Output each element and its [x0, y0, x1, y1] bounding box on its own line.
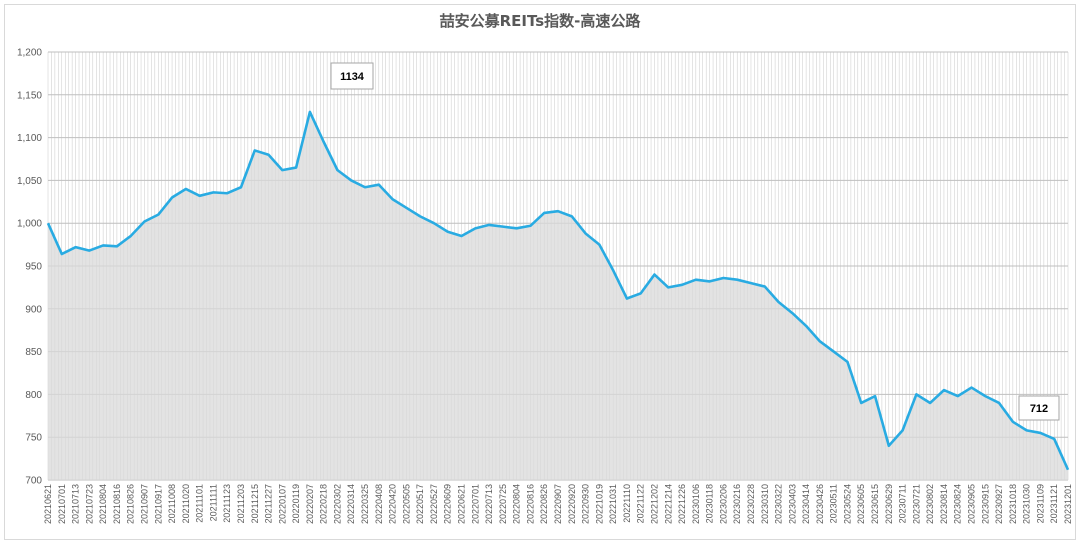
x-tick-label: 20220325 — [360, 484, 370, 524]
x-tick-label: 20230206 — [718, 484, 728, 524]
x-tick-label: 20230927 — [994, 484, 1004, 524]
x-tick-label: 20220107 — [277, 484, 287, 524]
x-tick-label: 20230524 — [842, 484, 852, 524]
x-tick-label: 20230511 — [829, 484, 839, 523]
x-tick-label: 20231201 — [1063, 484, 1073, 524]
x-tick-label: 20220207 — [305, 484, 315, 524]
x-tick-label: 20231030 — [1022, 484, 1032, 524]
series-area — [48, 111, 1068, 481]
x-tick-label: 20220527 — [429, 484, 439, 524]
x-tick-label: 20230310 — [760, 484, 770, 524]
x-tick-label: 20221110 — [622, 484, 632, 523]
x-tick-label: 20210701 — [57, 484, 67, 524]
x-tick-label: 20220218 — [319, 484, 329, 524]
series-area-layer — [48, 111, 1068, 481]
x-tick-label: 20230629 — [884, 484, 894, 524]
series-line-layer — [46, 110, 1070, 471]
x-tick-label: 20220505 — [401, 484, 411, 524]
x-tick-label: 20230605 — [856, 484, 866, 524]
y-tick-label: 1,000 — [17, 219, 42, 230]
x-tick-label: 20220816 — [525, 484, 535, 524]
x-tick-label: 20230905 — [967, 484, 977, 524]
x-tick-label: 20220517 — [415, 484, 425, 524]
callout-box — [1018, 395, 1060, 421]
x-tick-label: 20220725 — [498, 484, 508, 524]
x-tick-label: 20220119 — [291, 484, 301, 523]
x-tick-label: 20211008 — [167, 484, 177, 523]
x-tick-label: 20220314 — [346, 484, 356, 524]
x-tick-label: 20230228 — [746, 484, 756, 524]
x-tick-label: 20221019 — [594, 484, 604, 524]
x-tick-label: 20230106 — [691, 484, 701, 524]
y-tick-label: 800 — [25, 390, 42, 401]
x-tick-label: 20211020 — [181, 484, 191, 523]
x-tick-label: 20210826 — [126, 484, 136, 524]
x-tick-label: 20231121 — [1049, 484, 1059, 523]
x-tick-label: 20221202 — [649, 484, 659, 524]
x-tick-label: 20211215 — [250, 484, 260, 523]
x-tick-label: 20221031 — [608, 484, 618, 524]
x-tick-label: 20220621 — [457, 484, 467, 524]
x-tick-label: 20220920 — [567, 484, 577, 524]
callout-box — [330, 62, 374, 90]
x-tick-label: 20220930 — [581, 484, 591, 524]
x-axis-tick-labels: 20210621 20210701 20210713 20210723 20210804… — [43, 484, 1073, 524]
y-tick-label: 1,200 — [17, 48, 42, 59]
callout-label: 1134 — [340, 71, 365, 83]
x-tick-label: 20211227 — [264, 484, 274, 523]
x-tick-label: 20220826 — [539, 484, 549, 524]
x-tick-label: 20210804 — [98, 484, 108, 524]
data-callouts: 1134 712 — [330, 62, 1060, 421]
x-tick-label: 20220609 — [443, 484, 453, 524]
x-tick-label: 20230403 — [787, 484, 797, 524]
y-axis-tick-labels: 700 750 800 850 900 950 1,000 1,050 1,100 1,150 1,… — [17, 48, 42, 487]
x-tick-label: 20210907 — [139, 484, 149, 524]
x-tick-label: 20230615 — [870, 484, 880, 524]
y-tick-label: 950 — [25, 262, 42, 273]
y-tick-label: 850 — [25, 347, 42, 358]
x-tick-label: 20230802 — [925, 484, 935, 524]
callout-label: 712 — [1030, 403, 1048, 415]
x-tick-label: 20230814 — [939, 484, 949, 524]
x-tick-label: 20230118 — [705, 484, 715, 523]
x-tick-label: 20220804 — [512, 484, 522, 524]
x-tick-label: 20210917 — [153, 484, 163, 524]
x-tick-label: 20230414 — [801, 484, 811, 524]
x-tick-label: 20220408 — [374, 484, 384, 524]
series-line — [46, 110, 1070, 471]
x-tick-label: 20221122 — [636, 484, 646, 523]
x-tick-label: 20221214 — [663, 484, 673, 524]
y-tick-label: 700 — [25, 476, 42, 487]
x-tick-label: 20211111 — [208, 484, 218, 521]
x-tick-label: 20220420 — [388, 484, 398, 524]
x-tick-label: 20221226 — [677, 484, 687, 524]
chart-title: 喆安公募REITs指数-高速公路 — [440, 12, 642, 30]
x-tick-label: 20230721 — [911, 484, 921, 524]
x-tick-label: 20210723 — [84, 484, 94, 524]
x-tick-label: 20211101 — [195, 484, 205, 523]
x-tick-label: 20231018 — [1008, 484, 1018, 524]
x-tick-label: 20230322 — [774, 484, 784, 524]
x-tick-label: 20210816 — [112, 484, 122, 524]
x-tick-label: 20220302 — [332, 484, 342, 524]
x-tick-label: 20230824 — [953, 484, 963, 524]
x-tick-label: 20230711 — [898, 484, 908, 523]
x-tick-label: 20220701 — [470, 484, 480, 524]
x-tick-label: 20220713 — [484, 484, 494, 524]
y-tick-label: 1,150 — [17, 90, 42, 101]
x-tick-label: 20211123 — [222, 484, 232, 523]
x-tick-label: 20231109 — [1035, 484, 1045, 523]
y-tick-label: 900 — [25, 304, 42, 315]
y-tick-label: 750 — [25, 433, 42, 444]
y-tick-label: 1,050 — [17, 176, 42, 187]
x-tick-label: 20210713 — [71, 484, 81, 524]
y-tick-label: 1,100 — [17, 133, 42, 144]
x-tick-label: 20230915 — [980, 484, 990, 524]
x-tick-label: 20210621 — [43, 484, 53, 524]
x-tick-label: 20230426 — [815, 484, 825, 524]
x-tick-label: 20230216 — [732, 484, 742, 524]
x-tick-label: 20211203 — [236, 484, 246, 523]
x-tick-label: 20220907 — [553, 484, 563, 524]
